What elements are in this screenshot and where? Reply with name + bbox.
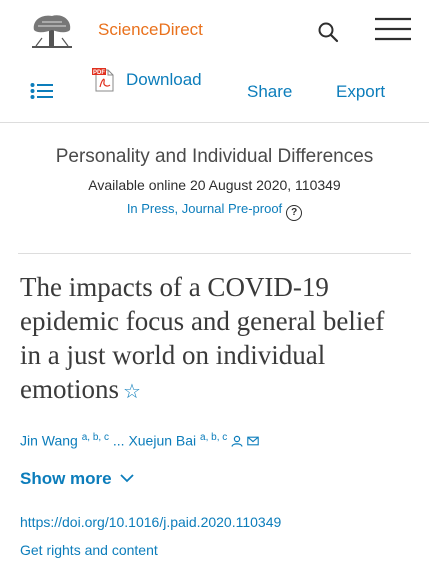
availability-date: Available online 20 August 2020, 110349	[88, 177, 341, 193]
star-icon[interactable]: ☆	[123, 381, 141, 403]
download-button[interactable]: Download	[126, 70, 202, 89]
brand-name[interactable]: ScienceDirect	[98, 20, 203, 39]
outline-list-icon[interactable]	[30, 82, 54, 100]
author-list: Jin Wang a, b, c ... Xuejun Bai a, b, c	[20, 432, 259, 449]
share-button[interactable]: Share	[247, 82, 293, 101]
mail-icon[interactable]	[247, 435, 259, 447]
article-status[interactable]: In Press, Journal Pre-proof?	[0, 201, 429, 221]
show-more-button[interactable]: Show more	[20, 469, 134, 489]
article-title-text: The impacts of a COVID-19 epidemic focus…	[20, 272, 385, 404]
search-icon[interactable]	[316, 20, 340, 44]
rights-link[interactable]: Get rights and content	[20, 542, 158, 558]
author-last-affiliations[interactable]: a, b, c	[200, 432, 228, 443]
export-button[interactable]: Export	[336, 82, 386, 101]
article-title: The impacts of a COVID-19 epidemic focus…	[20, 270, 410, 409]
author-first[interactable]: Jin Wang	[20, 432, 78, 449]
svg-text:PDF: PDF	[93, 70, 105, 76]
author-last[interactable]: Xuejun Bai	[128, 432, 197, 449]
person-icon[interactable]	[231, 435, 243, 447]
doi-link[interactable]: https://doi.org/10.1016/j.paid.2020.1103…	[20, 514, 282, 530]
status-label[interactable]: In Press, Journal Pre-proof	[126, 201, 283, 216]
authors-ellipsis: ...	[112, 432, 125, 449]
chevron-down-icon[interactable]	[119, 473, 134, 483]
hamburger-menu-icon[interactable]	[373, 16, 413, 42]
elsevier-tree-logo[interactable]	[28, 10, 76, 50]
journal-title[interactable]: Personality and Individual Differences	[55, 146, 374, 167]
article-toolbar	[0, 60, 429, 123]
show-more-label[interactable]: Show more	[20, 469, 112, 488]
help-icon[interactable]: ?	[286, 205, 303, 221]
top-bar: ScienceDirect	[0, 0, 429, 60]
divider	[18, 253, 411, 254]
author-first-affiliations[interactable]: a, b, c	[81, 432, 109, 443]
pdf-icon[interactable]: PDF	[92, 67, 116, 93]
